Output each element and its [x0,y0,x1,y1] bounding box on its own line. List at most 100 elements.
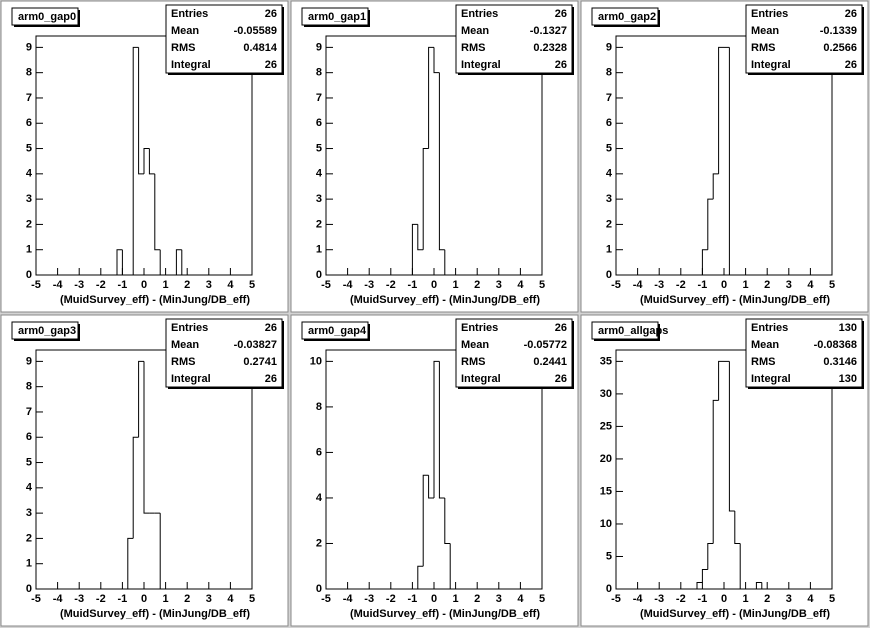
stats-value: -0.05589 [234,25,277,37]
x-tick-label: 1 [163,593,169,605]
x-tick-label: -4 [633,279,644,291]
stats-label: Entries [171,8,208,20]
x-tick-label: -5 [321,279,331,291]
x-tick-label: -5 [611,279,621,291]
y-tick-label: 2 [606,218,612,230]
y-tick-label: 0 [26,583,32,595]
x-axis-label: (MuidSurvey_eff) - (MinJung/DB_eff) [60,294,250,306]
y-tick-label: 3 [316,193,322,205]
histogram-bin [148,148,155,175]
stats-label: RMS [171,42,195,54]
stats-label: Mean [171,25,199,37]
y-tick-label: 5 [26,456,32,468]
histogram-bin [739,543,746,590]
y-tick-label: 9 [316,41,322,53]
y-tick-label: 4 [26,168,33,180]
x-tick-label: 5 [829,279,835,291]
x-tick-label: -3 [654,279,664,291]
x-tick-label: 0 [141,593,147,605]
title-box [11,7,79,26]
x-tick-label: 1 [453,593,459,605]
x-tick-label: 2 [474,593,480,605]
y-tick-label: 6 [316,117,322,129]
y-tick-label: 2 [26,532,32,544]
title: arm0_gap4 [308,325,367,337]
stats-value: -0.05772 [524,339,567,351]
x-tick-label: -1 [698,279,708,291]
y-tick-label: 8 [316,401,322,413]
histogram-bin [143,361,150,514]
histogram-bin [154,173,161,251]
y-tick-label: 8 [26,67,32,79]
stats-box [455,4,573,74]
pad: -5 -4 -3 -2 -1 0 1 2 3 4 5 0 1 2 3 4 5 6 7 8 9 (MuidSurvey_ef… [290,0,579,313]
stats-label: RMS [751,356,775,368]
x-tick-label: 0 [721,593,727,605]
histogram-bin [718,46,724,174]
frame [615,349,833,590]
histogram-bin [449,543,456,590]
x-tick-label: -2 [676,279,686,291]
y-tick-label: 6 [26,117,32,129]
title: arm0_gap1 [308,11,366,23]
pad: -5 -4 -3 -2 -1 0 1 2 3 4 5 0 2 4 6 8 10 (MuidSurvey_eff) … [290,314,579,627]
stats-label: Mean [751,25,779,37]
stats-value: 0.4814 [243,42,278,54]
x-tick-label: -2 [386,593,396,605]
y-tick-label: 0 [316,269,322,281]
pad: -5 -4 -3 -2 -1 0 1 2 3 4 5 0 5 10 15 20 25 30 35 (MuidSurve… [580,314,869,627]
y-tick-label: 1 [26,244,32,256]
histogram-bin [121,249,128,276]
pad: -5 -4 -3 -2 -1 0 1 2 3 4 5 0 1 2 3 4 5 6 7 8 9 (MuidSurvey_ef… [580,0,869,313]
x-axis-label: (MuidSurvey_eff) - (MinJung/DB_eff) [640,294,830,306]
stats-box [165,4,283,74]
x-tick-label: -1 [698,593,708,605]
x-tick-label: 3 [496,279,502,291]
x-tick-label: 3 [786,279,792,291]
x-tick-label: 4 [517,279,524,291]
stats-value: 26 [845,8,857,20]
y-tick-label: 4 [606,168,613,180]
x-tick-label: -1 [118,279,128,291]
stats-value: 0.3146 [823,356,857,368]
histogram-bin [175,249,182,275]
stats-label: RMS [461,356,485,368]
histogram-bin [181,249,188,276]
x-tick-label: 1 [453,279,459,291]
histogram-bin [707,198,714,250]
stats-label: Integral [171,59,211,71]
histogram-bin [159,249,166,276]
stats-value: 26 [555,322,567,334]
x-tick-label: -1 [118,593,128,605]
x-tick-label: 2 [764,279,770,291]
pad: -5 -4 -3 -2 -1 0 1 2 3 4 5 0 1 2 3 4 5 6 7 8 9 (MuidSurvey_ef… [0,0,289,313]
histogram-bin [428,475,434,499]
x-tick-label: -5 [611,593,621,605]
histogram-bin [411,223,418,275]
x-axis-label: (MuidSurvey_eff) - (MinJung/DB_eff) [640,608,830,620]
y-tick-label: 5 [26,142,32,154]
stats-label: Entries [461,8,498,20]
x-tick-label: -3 [74,279,84,291]
y-tick-label: 6 [26,431,32,443]
histogram-bin [417,224,424,251]
frame [615,35,833,276]
x-tick-label: -1 [408,279,418,291]
x-tick-label: 4 [807,279,814,291]
y-tick-label: 1 [26,558,32,570]
stats-value: 0.2328 [533,42,567,54]
histogram-bin [734,510,741,544]
x-tick-label: 2 [474,279,480,291]
title: arm0_gap2 [598,11,656,23]
x-tick-label: 2 [184,593,190,605]
x-tick-label: -5 [321,593,331,605]
x-tick-label: 1 [743,593,749,605]
stats-box [745,4,863,74]
y-tick-label: 7 [26,92,32,104]
y-tick-label: 2 [316,218,322,230]
y-tick-label: 1 [316,244,322,256]
stats-value: -0.03827 [234,339,277,351]
stats-label: Integral [171,373,211,385]
title-box [591,7,659,26]
